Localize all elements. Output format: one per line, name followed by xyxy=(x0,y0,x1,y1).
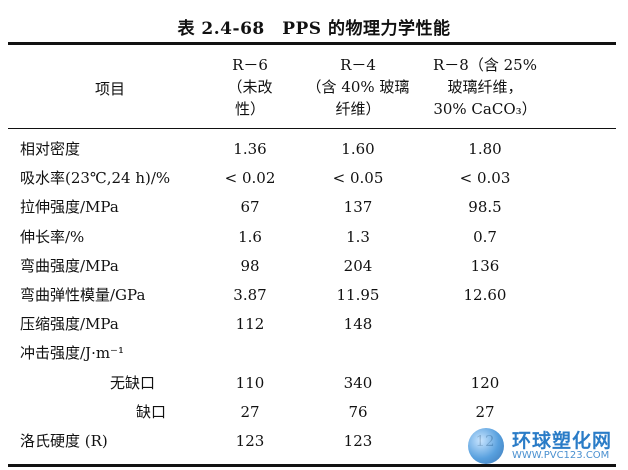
row-label: 缺口 xyxy=(136,403,167,421)
row-label: 冲击强度/J·m⁻¹ xyxy=(20,344,124,362)
row-label: 相对密度 xyxy=(20,140,81,158)
table-row: 缺口 27 76 27 xyxy=(0,399,628,425)
row-value: 27 xyxy=(240,403,260,421)
row-label: 伸长率/% xyxy=(20,228,85,246)
row-label: 洛氏硬度 (R) xyxy=(20,432,108,450)
row-value: 340 xyxy=(343,374,373,392)
row-value: 67 xyxy=(240,198,260,216)
table-row: 吸水率(23℃,24 h)/% < 0.02 < 0.05 < 0.03 xyxy=(0,165,628,191)
watermark-url: WWW.PVC123.COM xyxy=(512,450,610,461)
row-label: 吸水率(23℃,24 h)/% xyxy=(20,169,171,187)
row-value: < 0.03 xyxy=(459,169,511,187)
watermark: 环球塑化网 WWW.PVC123.COM xyxy=(468,426,628,470)
bottom-rule xyxy=(8,464,616,467)
row-value: 1.60 xyxy=(341,140,375,158)
top-rule xyxy=(8,42,616,45)
table-caption: 表 2.4-68 PPS 的物理力学性能 xyxy=(177,19,451,39)
row-value: 110 xyxy=(235,374,265,392)
header-col-r4: R－4 （含 40% 玻璃 纤维） xyxy=(306,56,410,118)
row-value: 3.87 xyxy=(233,286,267,304)
header-rule xyxy=(8,128,616,129)
row-value: 148 xyxy=(343,315,373,333)
table-row: 弯曲强度/MPa 98 204 136 xyxy=(0,253,628,279)
row-label: 压缩强度/MPa xyxy=(20,315,119,333)
row-value: 1.36 xyxy=(233,140,267,158)
globe-icon xyxy=(468,428,504,464)
table-row: 拉伸强度/MPa 67 137 98.5 xyxy=(0,194,628,220)
row-label: 弯曲弹性模量/GPa xyxy=(20,286,146,304)
row-value: 0.7 xyxy=(473,228,497,246)
row-value: 123 xyxy=(235,432,265,450)
row-value: 12.60 xyxy=(463,286,507,304)
row-value: 11.95 xyxy=(336,286,380,304)
row-value: 204 xyxy=(343,257,373,275)
table-row: 冲击强度/J·m⁻¹ xyxy=(0,340,628,366)
row-value: 1.6 xyxy=(238,228,262,246)
row-value: 76 xyxy=(348,403,368,421)
row-value: 1.80 xyxy=(468,140,502,158)
table-row: 相对密度 1.36 1.60 1.80 xyxy=(0,136,628,162)
row-value: 112 xyxy=(235,315,265,333)
row-value: 137 xyxy=(343,198,373,216)
header-item: 项目 xyxy=(94,80,125,98)
watermark-title: 环球塑化网 xyxy=(512,430,613,452)
row-value: 123 xyxy=(343,432,373,450)
header-col-r6: R－6 （未改 性） xyxy=(227,56,273,118)
row-value: 27 xyxy=(475,403,495,421)
table-row: 无缺口 110 340 120 xyxy=(0,370,628,396)
table-row: 弯曲弹性模量/GPa 3.87 11.95 12.60 xyxy=(0,282,628,308)
row-label: 无缺口 xyxy=(110,374,156,392)
row-value: 136 xyxy=(470,257,500,275)
row-label: 拉伸强度/MPa xyxy=(20,198,119,216)
row-value: 98 xyxy=(240,257,260,275)
table-row: 伸长率/% 1.6 1.3 0.7 xyxy=(0,224,628,250)
table-row: 洛氏硬度 (R)12312312 xyxy=(0,428,628,454)
row-value: 120 xyxy=(470,374,500,392)
row-value: 98.5 xyxy=(468,198,502,216)
row-value: 1.3 xyxy=(346,228,370,246)
table-row: 压缩强度/MPa 112 148 xyxy=(0,311,628,337)
header-col-r8: R－8（含 25% 玻璃纤维， 30% CaCO₃） xyxy=(433,56,537,118)
row-label: 弯曲强度/MPa xyxy=(20,257,119,275)
row-value: < 0.02 xyxy=(224,169,276,187)
row-value: < 0.05 xyxy=(332,169,384,187)
